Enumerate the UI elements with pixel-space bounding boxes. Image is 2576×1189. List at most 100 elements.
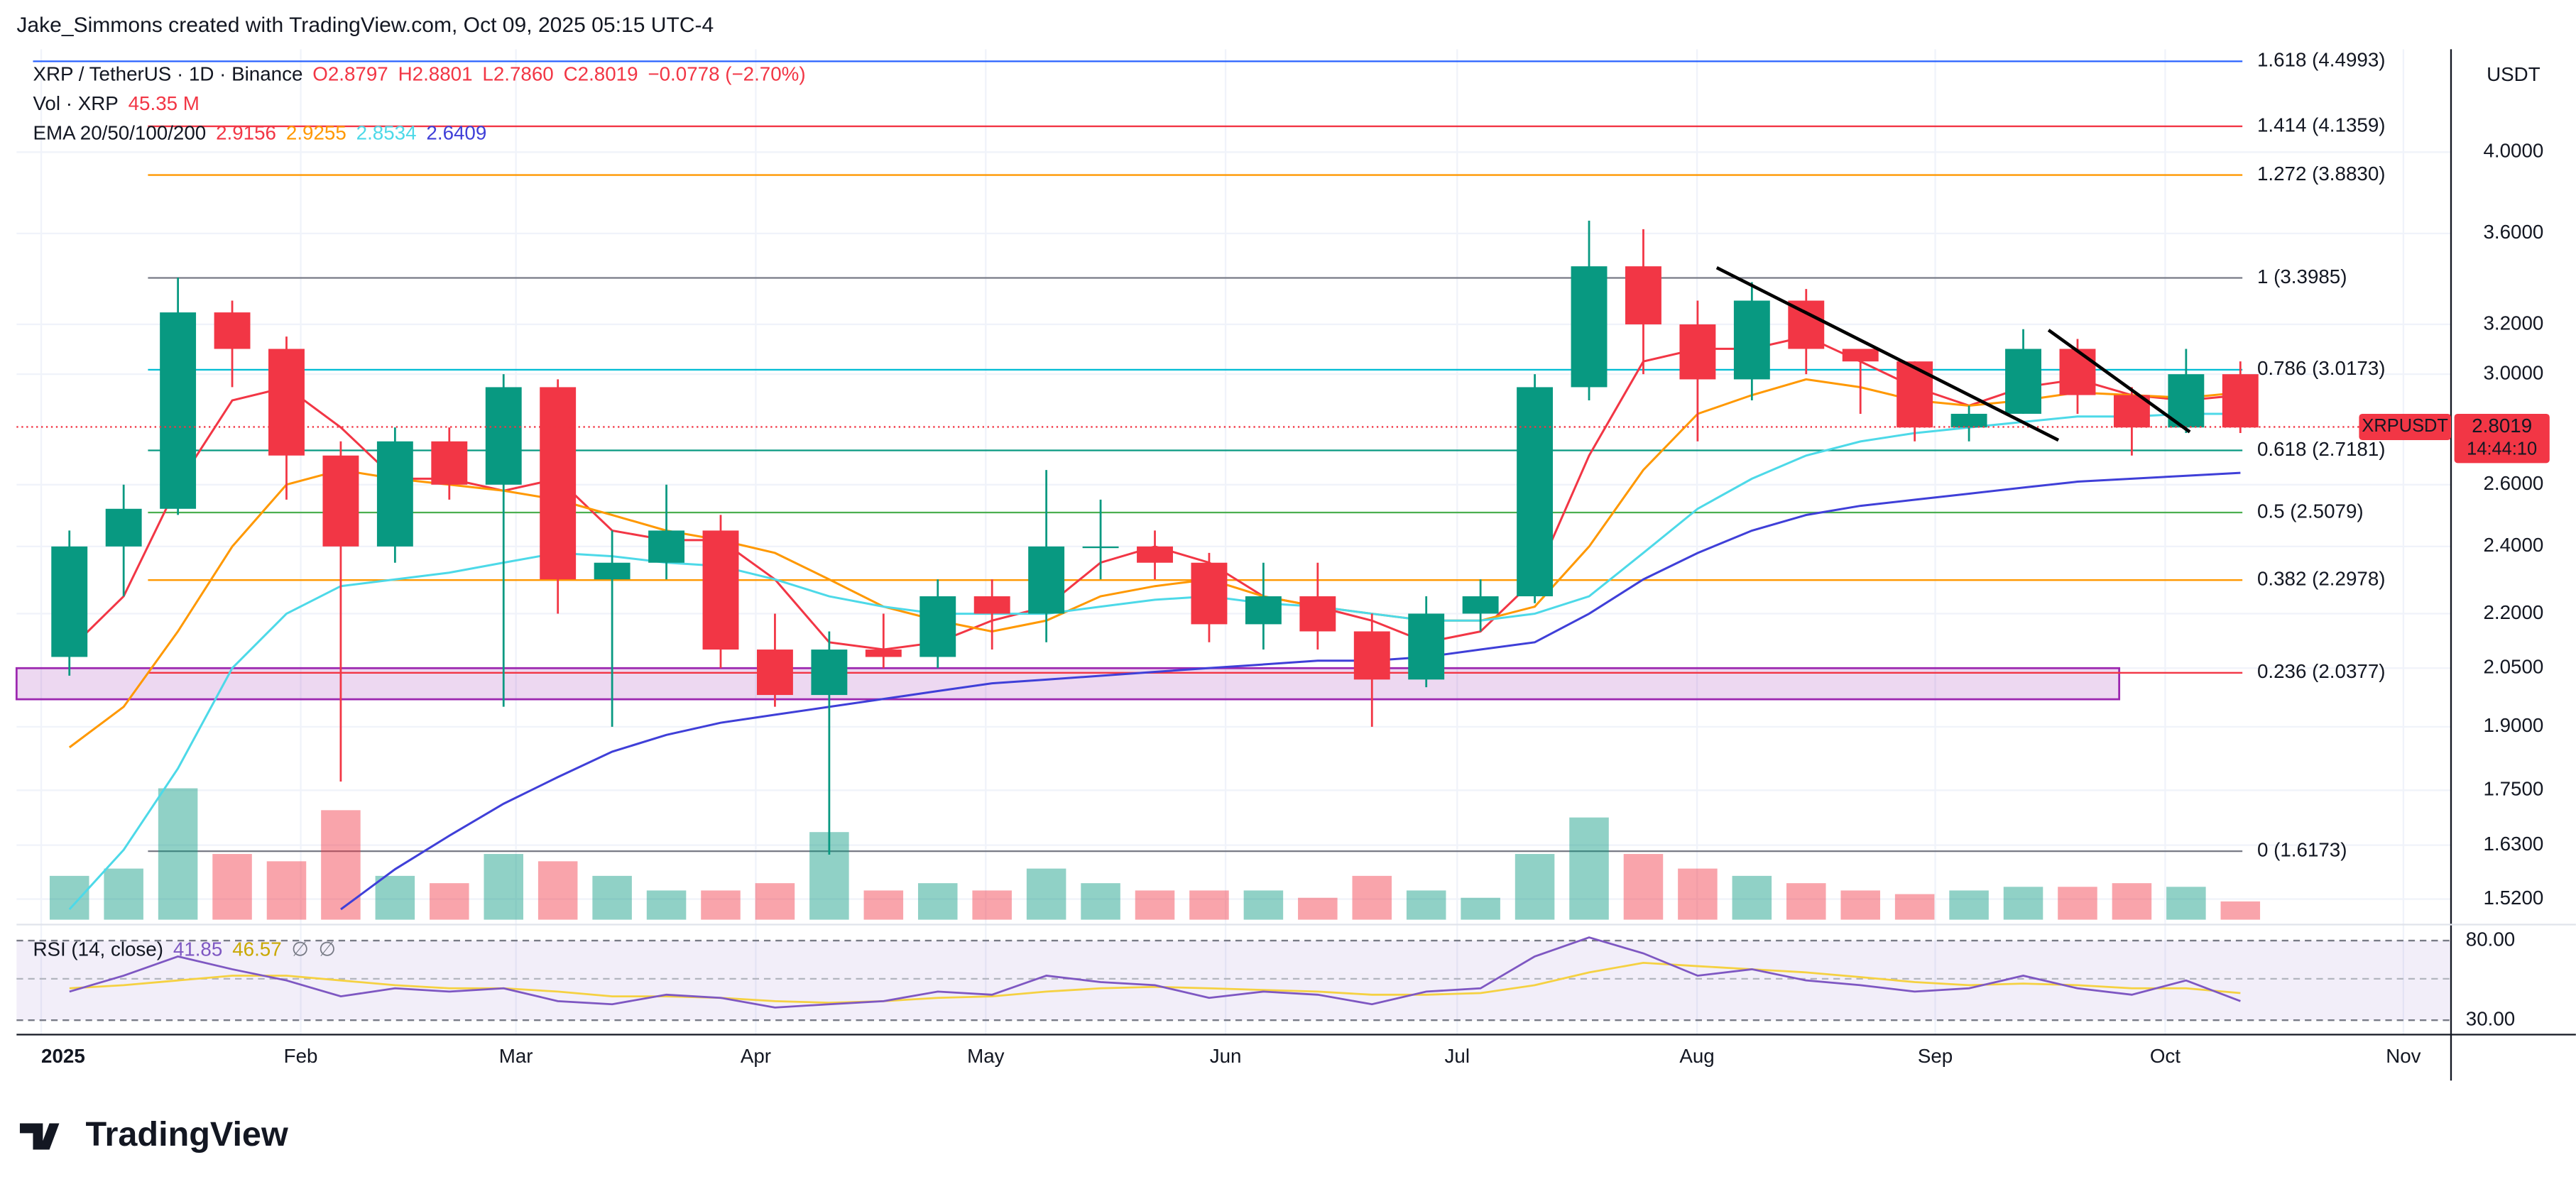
fib-label: 1.414 (4.1359): [2257, 114, 2386, 136]
candle-body: [1082, 546, 1119, 549]
candle-body: [1679, 324, 1716, 380]
change: −0.0778 (−2.70%): [648, 63, 805, 85]
x-tick-label: Feb: [284, 1045, 318, 1067]
legend-volume: Vol · XRP 45.35 M: [33, 92, 199, 114]
ema-line: [68, 378, 2241, 749]
x-tick-label: Aug: [1679, 1045, 1714, 1067]
candle-body: [105, 508, 142, 547]
y-tick-label: 2.4000: [2483, 534, 2543, 556]
plot: [15, 60, 2451, 1021]
fib-label: 0.618 (2.7181): [2257, 438, 2386, 460]
volume-bar: [158, 788, 198, 920]
fib-label: 1.272 (3.8830): [2257, 163, 2386, 185]
y-tick-label: 1.7500: [2483, 778, 2543, 800]
volume-label: Vol · XRP: [33, 92, 118, 114]
volume-bar: [104, 868, 143, 920]
volume-bar: [212, 854, 252, 920]
volume-bar: [1135, 890, 1175, 920]
candle-body: [1842, 349, 1879, 362]
candle-body: [1028, 546, 1065, 614]
volume-bar: [1406, 890, 1446, 920]
x-tick-label: 2025: [41, 1045, 85, 1067]
volume-bar: [1732, 875, 1772, 920]
candle-body: [1950, 413, 1987, 428]
fib-label: 0 (1.6173): [2257, 838, 2347, 860]
volume-bar: [1515, 854, 1555, 920]
candle-body: [2059, 349, 2096, 395]
x-tick-label: Jul: [1445, 1045, 1470, 1067]
trendline: [2047, 329, 2191, 434]
volume-bar: [2220, 901, 2261, 920]
candle-body: [648, 530, 685, 563]
ema-value: 2.6409: [426, 122, 486, 144]
volume-bar: [1569, 817, 1609, 920]
currency: USDT: [2487, 63, 2540, 85]
candle-body: [540, 387, 577, 580]
candle-body: [376, 441, 413, 547]
volume-bar: [755, 883, 795, 920]
volume-bar: [1081, 883, 1120, 920]
volume-bar: [2058, 887, 2097, 920]
logo-icon: [19, 1123, 60, 1150]
ema-line: [68, 412, 2241, 911]
rsi-value: ∅: [319, 938, 336, 960]
countdown-text: 14:44:10: [2467, 439, 2537, 459]
volume-bar: [1352, 875, 1392, 920]
rsi-label: RSI (14, close): [33, 938, 163, 960]
y-tick-label: 2.2000: [2483, 601, 2543, 623]
rsi-tick-label: 30.00: [2466, 1008, 2515, 1030]
x-tick-label: Mar: [499, 1045, 533, 1067]
volume-bar: [484, 854, 524, 920]
candle-body: [1571, 266, 1608, 388]
legend-rsi: RSI (14, close) 41.85 46.57 ∅ ∅: [33, 938, 335, 960]
volume-bar: [1786, 883, 1826, 920]
volume-bar: [1461, 897, 1500, 920]
candle-body: [1299, 596, 1336, 632]
credit: Jake_Simmons created with TradingView.co…: [16, 13, 714, 37]
candle-body: [1245, 596, 1282, 625]
fib-label: 1 (3.3985): [2257, 265, 2347, 287]
candle-body: [1625, 266, 1661, 324]
candle-body: [1353, 631, 1390, 680]
volume-bar: [1298, 897, 1338, 920]
x-tick-label: Oct: [2150, 1045, 2181, 1067]
y-tick-label: 2.0500: [2483, 656, 2543, 678]
fib-label: 0.786 (3.0173): [2257, 357, 2386, 379]
volume-bar: [592, 875, 632, 920]
low: L2.7860: [482, 63, 553, 85]
price-tag-text: 2.8019: [2472, 415, 2532, 437]
volume-bar: [49, 875, 89, 920]
rsi-band: [16, 941, 2451, 1021]
candle-body: [214, 312, 251, 349]
volume-bar: [917, 883, 958, 920]
candle-body: [865, 650, 902, 657]
volume-bar: [1678, 868, 1718, 920]
rsi-tick-label: 80.00: [2466, 928, 2515, 950]
candle-body: [1408, 613, 1445, 680]
brand: TradingView: [85, 1115, 288, 1154]
candle-body: [1462, 596, 1499, 614]
candle-body: [160, 312, 197, 509]
rsi-value: 41.85: [173, 938, 222, 960]
volume-bar: [2166, 887, 2206, 920]
symbol-tag-text: XRPUSDT: [2362, 416, 2448, 436]
ema-value: 2.9255: [286, 122, 346, 144]
open: O2.8797: [312, 63, 388, 85]
volume-bar: [1840, 890, 1880, 920]
trendline: [1715, 266, 2060, 442]
y-tick-label: 3.6000: [2483, 221, 2543, 243]
candle-body: [1191, 562, 1228, 625]
candle-body: [919, 596, 956, 657]
y-tick-label: 4.0000: [2483, 140, 2543, 162]
volume-bar: [1026, 868, 1066, 920]
candle-body: [973, 596, 1010, 614]
candle-body: [1788, 300, 1825, 349]
volume-bar: [430, 883, 469, 920]
volume-bar: [1894, 894, 1935, 920]
candle-body: [1517, 387, 1554, 597]
candle-body: [811, 650, 848, 696]
x-tick-label: Apr: [741, 1045, 771, 1067]
rsi-value: ∅: [292, 938, 309, 960]
legend-main: XRP / TetherUS · 1D · Binance O2.8797 H2.8…: [33, 63, 805, 85]
y-tick-label: 1.9000: [2483, 714, 2543, 736]
